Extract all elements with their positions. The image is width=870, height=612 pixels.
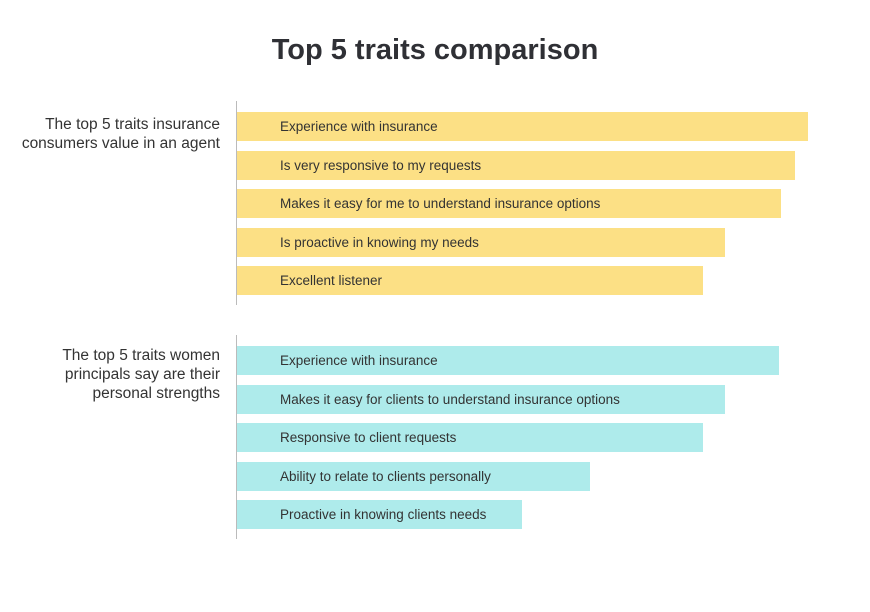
bar-label: Makes it easy for clients to understand … [280,391,620,407]
chart-title: Top 5 traits comparison [271,34,599,66]
bar-consumers-2 [237,150,795,180]
bar-principals-5 [237,500,522,529]
group-label-consumers: The top 5 traits insurance consumers val… [21,116,220,152]
bar-principals-4 [237,461,590,491]
bar-label: Excellent listener [280,273,383,288]
bar-principals-2 [237,384,726,414]
bar-label: Proactive in knowing clients needs [280,507,487,522]
axis-line-principals [236,335,237,539]
bar-consumers-4 [237,227,726,257]
bar-consumers-5 [237,266,703,295]
bar-consumers-1 [237,112,808,141]
bar-principals-3 [237,423,703,452]
bar-label: Is proactive in knowing my needs [280,234,479,250]
bar-consumers-3 [237,189,782,218]
group-label-principals: The top 5 traits women principals say ar… [62,347,220,402]
bar-label: Experience with insurance [280,119,438,134]
bar-label: Makes it easy for me to understand insur… [280,196,601,211]
bar-label: Is very responsive to my requests [280,157,482,173]
bar-label: Ability to relate to clients personally [280,468,491,484]
bar-label: Responsive to client requests [280,430,457,445]
bar-label: Experience with insurance [280,353,438,368]
bar-principals-1 [237,346,779,375]
axis-line-consumers [236,101,237,305]
